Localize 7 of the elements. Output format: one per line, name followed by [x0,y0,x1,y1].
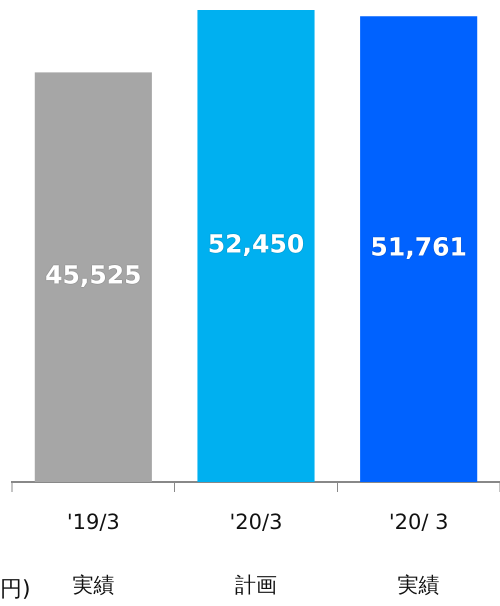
category-label: '19/3 実績 [66,510,120,597]
data-label: 51,761 [370,232,467,262]
data-label: 52,450 [208,230,304,258]
data-label: 45,525 [45,260,142,290]
category-label: '20/3 計画 [230,510,282,597]
category-label: '20/ 3 実績 [388,510,448,597]
text: 円) [0,576,31,604]
